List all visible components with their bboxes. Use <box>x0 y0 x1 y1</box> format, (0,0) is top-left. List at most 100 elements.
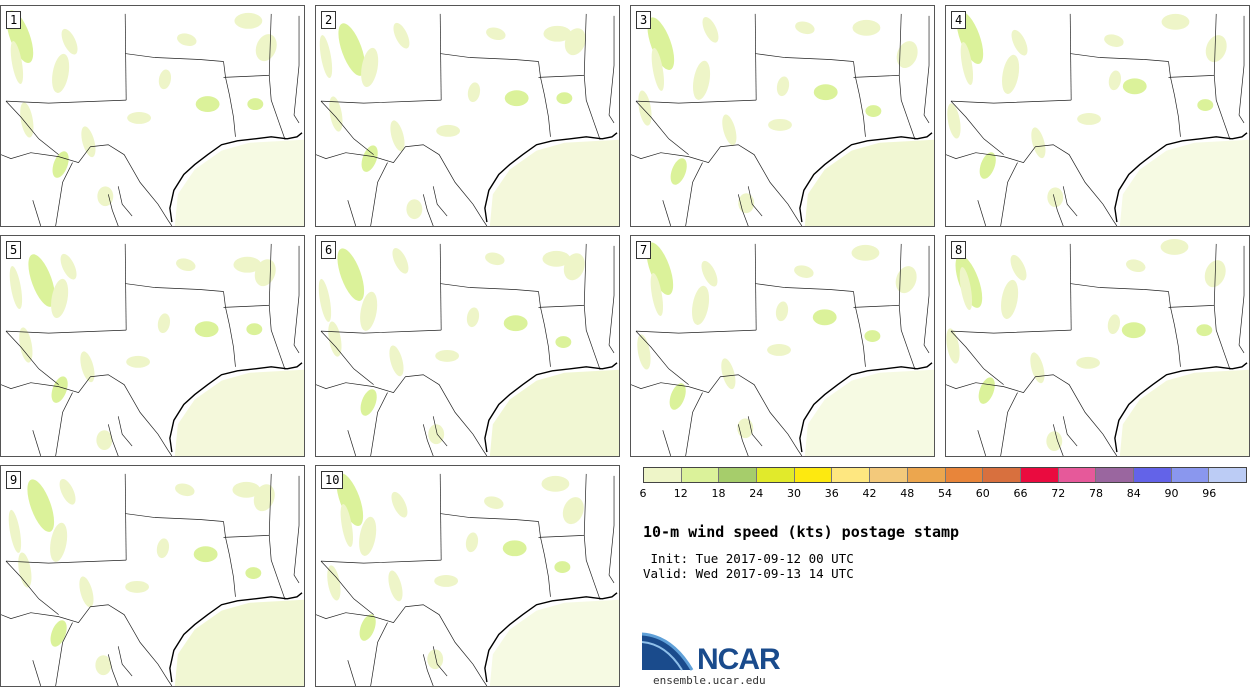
state-border <box>737 424 749 456</box>
wind-patch <box>1030 352 1045 384</box>
wind-patch <box>466 307 480 328</box>
state-border <box>439 473 442 561</box>
state-border <box>32 660 42 686</box>
wind-patch <box>360 291 378 331</box>
colorbar-swatch <box>1133 468 1172 482</box>
state-border <box>1 604 173 686</box>
wind-patch <box>979 152 996 179</box>
state-border <box>5 100 59 155</box>
wind-speed-map <box>946 11 1249 226</box>
wind-speed-colorbar <box>643 467 1247 483</box>
colorbar-swatch <box>794 468 833 482</box>
gulf-wind-field <box>1119 369 1249 456</box>
colorbar-tick-label: 48 <box>900 487 915 500</box>
wind-speed-map <box>1 10 304 226</box>
wind-patch <box>1001 279 1019 319</box>
state-border <box>1213 305 1231 370</box>
wind-patch <box>1002 54 1020 94</box>
state-border <box>1168 61 1181 137</box>
state-border <box>977 430 987 456</box>
wind-patch <box>467 82 481 103</box>
wind-patch <box>852 19 881 36</box>
wind-patch <box>669 383 686 410</box>
state-border <box>223 61 236 137</box>
wind-patch <box>52 53 70 93</box>
state-border <box>1000 162 1018 226</box>
state-border <box>320 100 374 155</box>
wind-patch <box>795 21 815 35</box>
wind-patch <box>651 47 665 91</box>
colorbar-swatch <box>832 468 871 482</box>
wind-patch <box>692 60 711 100</box>
wind-patch <box>176 258 196 272</box>
ncar-wordmark: NCAR <box>697 643 781 676</box>
colorbar-tick-label: 60 <box>975 487 990 500</box>
state-border <box>293 475 300 584</box>
wind-patch <box>52 151 69 178</box>
state-border <box>1062 416 1078 447</box>
wind-patch <box>947 103 961 139</box>
state-border <box>977 200 987 226</box>
state-border <box>370 622 388 686</box>
wind-patch <box>767 344 791 356</box>
state-border <box>1238 15 1245 124</box>
wind-patch <box>245 567 262 579</box>
state-border <box>440 283 539 292</box>
gulf-wind-field <box>174 369 304 456</box>
colorbar-swatch <box>1096 468 1134 482</box>
wind-patch <box>1104 34 1124 47</box>
state-border <box>1070 53 1169 62</box>
wind-patch <box>543 25 572 42</box>
wind-patch <box>1197 99 1214 112</box>
state-border <box>1238 245 1245 354</box>
wind-patch <box>647 17 675 70</box>
wind-patch <box>18 552 32 588</box>
state-border <box>950 330 1004 385</box>
state-border <box>1168 291 1181 367</box>
state-border <box>950 99 1072 104</box>
state-border <box>1052 194 1064 226</box>
state-border <box>5 329 127 334</box>
wind-patch <box>61 28 78 55</box>
ensemble-member-panel: 7 <box>630 235 935 457</box>
colorbar-tick-label: 6 <box>639 487 647 500</box>
state-border <box>946 374 1118 456</box>
state-border <box>685 162 703 226</box>
state-border <box>1069 13 1072 101</box>
state-border <box>117 646 133 677</box>
wind-patch <box>564 28 586 56</box>
state-border <box>747 416 763 447</box>
wind-patch <box>156 538 170 559</box>
colorbar-swatch <box>907 468 946 482</box>
state-border <box>1213 75 1231 140</box>
wind-patch <box>177 33 197 46</box>
gulf-wind-field <box>1119 139 1249 226</box>
state-border <box>320 330 374 385</box>
wind-patch <box>813 84 838 101</box>
state-border <box>268 305 286 370</box>
state-border <box>631 144 803 226</box>
wind-patch <box>253 484 275 512</box>
wind-patch <box>9 266 23 310</box>
wind-patch <box>722 114 737 146</box>
state-border <box>439 243 442 331</box>
state-border <box>320 560 374 615</box>
state-border <box>608 15 615 124</box>
wind-patch <box>50 620 67 647</box>
state-border <box>55 392 73 456</box>
ensemble-member-panel: 3 <box>630 5 935 227</box>
wind-speed-map <box>1 243 304 456</box>
wind-patch <box>436 124 461 137</box>
state-border <box>635 99 757 104</box>
wind-patch <box>812 309 837 326</box>
wind-patch <box>737 418 754 439</box>
gulf-wind-field <box>804 369 934 456</box>
state-border <box>432 416 448 447</box>
coastline <box>799 362 933 453</box>
wind-patch <box>1161 13 1190 30</box>
state-border <box>1069 243 1072 331</box>
state-border <box>5 99 127 104</box>
state-border <box>5 330 59 385</box>
state-border <box>316 604 488 686</box>
wind-patch <box>1121 322 1146 339</box>
